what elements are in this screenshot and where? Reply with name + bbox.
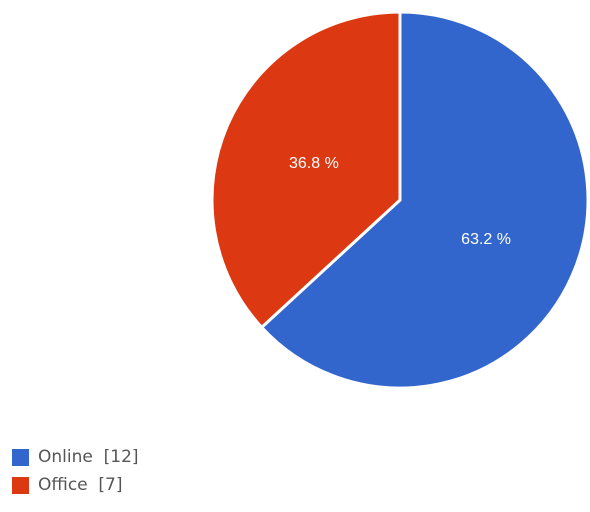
legend-swatch-online (12, 448, 29, 466)
legend-item-online: Online [12] (12, 446, 139, 468)
legend-item-office: Office [7] (12, 474, 139, 496)
pie-slice-online (259, 10, 590, 390)
legend-label-online: Online [12] (38, 447, 139, 467)
slice-label-office: 36.8 % (289, 155, 339, 172)
slice-label-online: 63.2 % (461, 231, 511, 248)
legend-label-office: Office [7] (38, 475, 123, 495)
pie-slice-office (210, 10, 402, 330)
pie-chart: 63.2 % 36.8 % (210, 10, 590, 390)
legend-swatch-office (12, 476, 29, 494)
legend: Online [12] Office [7] (12, 446, 139, 502)
